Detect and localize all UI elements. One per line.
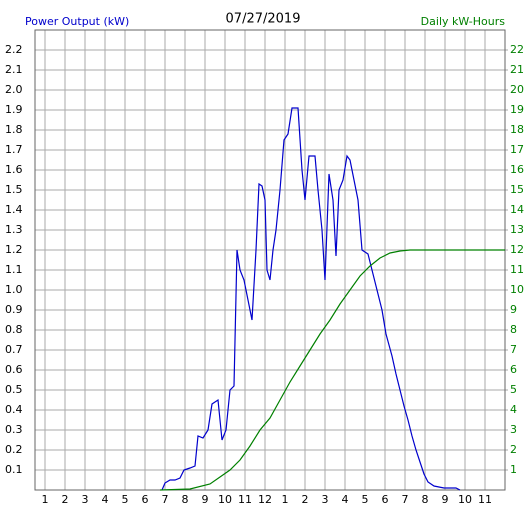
x-tick-label: 1 — [42, 493, 49, 506]
y-tick-label: 1.6 — [5, 163, 23, 176]
x-tick-label: 7 — [402, 493, 409, 506]
y-tick-label: 1.1 — [5, 263, 23, 276]
x-tick-label: 5 — [362, 493, 369, 506]
line-series — [159, 249, 505, 491]
y-tick-label: 0.7 — [5, 343, 23, 356]
y2-tick-label: 22 — [510, 43, 524, 56]
y-tick-label: 1.8 — [5, 123, 23, 136]
x-tick-label: 2 — [62, 493, 69, 506]
x-tick-label: 3 — [82, 493, 89, 506]
line-series — [161, 107, 461, 491]
y2-tick-label: 17 — [510, 143, 524, 156]
y-tick-label: 0.8 — [5, 323, 23, 336]
y-tick-label: 1.5 — [5, 183, 23, 196]
x-tick-label: 8 — [422, 493, 429, 506]
y-axis-label: Power Output (kW) — [25, 15, 129, 28]
x-tick-label: 9 — [202, 493, 209, 506]
y2-tick-label: 1 — [510, 463, 517, 476]
y-tick-label: 2.1 — [5, 63, 23, 76]
y-tick-label: 1.7 — [5, 143, 23, 156]
plot-frame — [34, 29, 506, 491]
y2-tick-label: 5 — [510, 383, 517, 396]
y2-tick-label: 7 — [510, 343, 517, 356]
y2-tick-label: 15 — [510, 183, 524, 196]
x-tick-label: 1 — [282, 493, 289, 506]
x-tick-label: 6 — [142, 493, 149, 506]
y-tick-label: 1.4 — [5, 203, 23, 216]
y2-tick-label: 19 — [510, 103, 524, 116]
x-tick-label: 11 — [478, 493, 492, 506]
x-tick-label: 2 — [302, 493, 309, 506]
x-tick-label: 3 — [322, 493, 329, 506]
y-tick-label: 1.0 — [5, 283, 23, 296]
y2-tick-label: 4 — [510, 403, 517, 416]
y2-axis-label: Daily kW-Hours — [421, 15, 506, 28]
y2-tick-label: 18 — [510, 123, 524, 136]
y2-tick-label: 8 — [510, 323, 517, 336]
y2-tick-label: 16 — [510, 163, 524, 176]
y2-tick-label: 10 — [510, 283, 524, 296]
x-tick-label: 11 — [238, 493, 252, 506]
y-tick-label: 1.2 — [5, 243, 23, 256]
y2-tick-label: 14 — [510, 203, 524, 216]
y-tick-label: 1.9 — [5, 103, 23, 116]
y-tick-label: 2.0 — [5, 83, 23, 96]
x-tick-label: 4 — [342, 493, 349, 506]
y-tick-label: 0.4 — [5, 403, 23, 416]
y-tick-label: 0.2 — [5, 443, 23, 456]
x-tick-label: 9 — [442, 493, 449, 506]
y-tick-label: 1.3 — [5, 223, 23, 236]
x-tick-label: 7 — [162, 493, 169, 506]
x-tick-label: 10 — [458, 493, 472, 506]
x-tick-label: 10 — [218, 493, 232, 506]
y2-tick-label: 3 — [510, 423, 517, 436]
x-tick-label: 8 — [182, 493, 189, 506]
y2-tick-label: 20 — [510, 83, 524, 96]
y-tick-label: 0.3 — [5, 423, 23, 436]
y2-tick-label: 11 — [510, 263, 524, 276]
y2-tick-label: 13 — [510, 223, 524, 236]
x-tick-label: 12 — [258, 493, 272, 506]
x-tick-label: 6 — [382, 493, 389, 506]
y2-tick-label: 6 — [510, 363, 517, 376]
y-tick-label: 2.2 — [5, 43, 23, 56]
chart-title: 07/27/2019 — [226, 12, 301, 27]
x-tick-label: 5 — [122, 493, 129, 506]
x-tick-label: 4 — [102, 493, 109, 506]
y-tick-label: 0.5 — [5, 383, 23, 396]
y2-tick-label: 2 — [510, 443, 517, 456]
y2-tick-label: 12 — [510, 243, 524, 256]
y-tick-label: 0.6 — [5, 363, 23, 376]
y2-tick-label: 21 — [510, 63, 524, 76]
y-tick-label: 0.9 — [5, 303, 23, 316]
y-tick-label: 0.1 — [5, 463, 23, 476]
y2-tick-label: 9 — [510, 303, 517, 316]
